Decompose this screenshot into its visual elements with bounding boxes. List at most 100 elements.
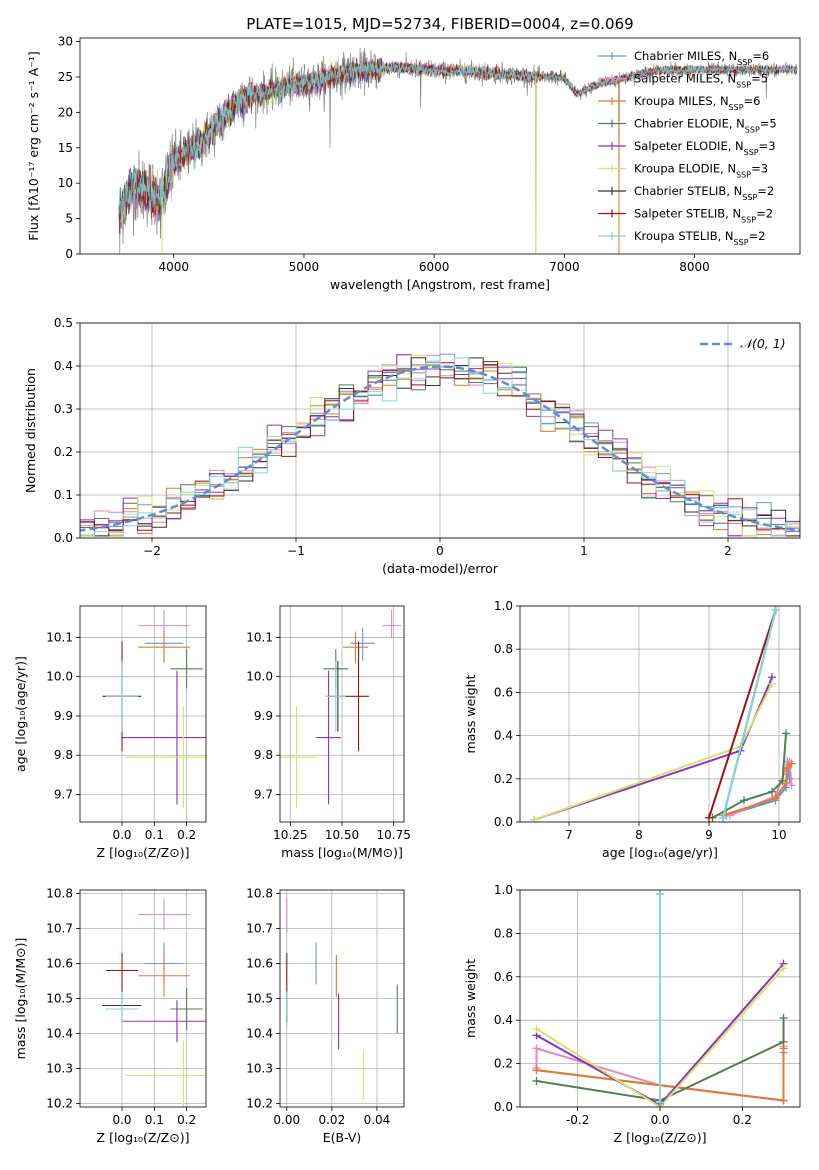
mass-weight-z-line bbox=[535, 967, 785, 1107]
x-tick-label: 7000 bbox=[549, 260, 580, 274]
x-axis-label: Z [log₁₀(Z/Z⊙)] bbox=[97, 1130, 190, 1145]
y-tick-label: 10.7 bbox=[246, 922, 273, 936]
y-tick-label: 10.1 bbox=[246, 630, 273, 644]
y-axis-label: age [log₁₀(age/yr)] bbox=[13, 656, 28, 772]
x-axis-label: mass [log₁₀(M/M⊙)] bbox=[281, 845, 403, 860]
y-tick-label: 0 bbox=[65, 247, 73, 261]
legend-value: =2 bbox=[756, 207, 773, 221]
y-axis-label: Normed distribution bbox=[23, 368, 38, 493]
x-tick-label: 6000 bbox=[419, 260, 450, 274]
axes-frame bbox=[79, 889, 207, 1108]
x-tick-label: 0.02 bbox=[318, 1113, 345, 1127]
mass-weight-age-marker bbox=[787, 759, 796, 768]
axes-frame bbox=[519, 889, 801, 1108]
legend-value: =6 bbox=[752, 49, 769, 63]
figure-title: PLATE=1015, MJD=52734, FIBERID=0004, z=0… bbox=[246, 15, 633, 33]
mass-weight-z-marker bbox=[779, 964, 788, 973]
plot-area-spectrum bbox=[118, 47, 798, 254]
legend-value: =6 bbox=[744, 94, 761, 108]
plot-area-age-vs-mass bbox=[280, 609, 401, 809]
y-tick-label: 0.4 bbox=[54, 359, 73, 373]
y-axis-label: mass weight bbox=[463, 959, 478, 1038]
legend-value: =5 bbox=[760, 117, 777, 131]
axes-mass-weight-vs-metallicity: -0.2 0.0 0.2 0.0 0.2 0.4 0.6 0.8 1.0 Z [log₁₀(Z/Z… bbox=[463, 883, 801, 1145]
mass-weight-z-marker bbox=[532, 1066, 541, 1075]
y-tick-label: 0.3 bbox=[54, 402, 73, 416]
legend-label: Chabrier MILES, NSSP=6 bbox=[634, 49, 769, 67]
mass-weight-age-marker bbox=[530, 815, 538, 822]
x-tick-label: -0.2 bbox=[566, 1113, 589, 1127]
legend-label: Kroupa STELIB, NSSP=2 bbox=[634, 229, 765, 247]
legend-value: =3 bbox=[751, 162, 768, 176]
y-tick-label: 0.2 bbox=[494, 1057, 513, 1071]
legend-label: Salpeter STELIB, NSSP=2 bbox=[634, 207, 773, 225]
y-tick-label: 9.9 bbox=[254, 709, 273, 723]
mass-weight-age-marker bbox=[719, 813, 727, 822]
legend-value: =3 bbox=[759, 139, 776, 153]
y-axis-label: mass weight bbox=[463, 674, 478, 753]
x-tick-label: 0.1 bbox=[145, 828, 164, 842]
y-tick-label: 0.0 bbox=[494, 1100, 513, 1114]
mass-weight-age-marker bbox=[778, 776, 787, 785]
y-tick-label: 9.8 bbox=[254, 748, 273, 762]
y-tick-label: 10.6 bbox=[46, 957, 73, 971]
legend-label: Salpeter ELODIE, NSSP=3 bbox=[634, 139, 776, 157]
x-tick-label: 10 bbox=[771, 828, 786, 842]
normal-reference-curve bbox=[80, 365, 800, 532]
x-axis-label: age [log₁₀(age/yr)] bbox=[602, 845, 718, 860]
axes-residual-histogram: −2 −1 0 1 2 0.0 0.1 0.2 0.3 0.4 0.5 (data-model)/er… bbox=[23, 316, 801, 576]
y-tick-label: 0.5 bbox=[54, 316, 73, 330]
y-tick-label: 1.0 bbox=[494, 883, 513, 897]
y-tick-label: 0.2 bbox=[494, 772, 513, 786]
legend-label: Kroupa ELODIE, NSSP=3 bbox=[634, 162, 768, 180]
y-tick-label: 10.5 bbox=[246, 992, 273, 1006]
x-tick-label: 0.2 bbox=[733, 1113, 752, 1127]
mass-weight-age-marker bbox=[705, 813, 713, 822]
spectrum-legend: Chabrier MILES, NSSP=6 Salpeter MILES, NS… bbox=[598, 49, 777, 247]
legend-label: 𝒩(0, 1) bbox=[740, 336, 786, 351]
y-tick-label: 10.3 bbox=[246, 1062, 273, 1076]
mass-weight-z-marker bbox=[779, 1037, 788, 1046]
legend-label: Chabrier ELODIE, NSSP=5 bbox=[634, 117, 777, 135]
legend-subscript: SSP bbox=[744, 148, 759, 157]
x-axis-label: Z [log₁₀(Z/Z⊙)] bbox=[614, 1130, 707, 1145]
y-axis-label: mass [log₁₀(M/M⊙)] bbox=[13, 938, 28, 1060]
axes-frame bbox=[79, 37, 801, 255]
y-tick-label: 10.0 bbox=[246, 670, 273, 684]
legend-subscript: SSP bbox=[741, 215, 756, 224]
plot-area-mass-weight-vs-age bbox=[530, 606, 796, 822]
x-tick-label: 2 bbox=[724, 544, 732, 558]
y-tick-label: 10.5 bbox=[46, 992, 73, 1006]
y-tick-label: 30 bbox=[58, 35, 73, 49]
y-tick-label: 10 bbox=[58, 176, 73, 190]
x-tick-label: 0.04 bbox=[364, 1113, 391, 1127]
y-axis-label: Flux [fλ10⁻¹⁷ erg cm⁻² s⁻¹ A⁻¹] bbox=[26, 51, 41, 240]
y-tick-label: 0.1 bbox=[54, 488, 73, 502]
y-tick-label: 0.0 bbox=[54, 531, 73, 545]
axes-mass-weight-vs-age: 7 8 9 10 0.0 0.2 0.4 0.6 0.8 1.0 age [log₁₀(age/yr… bbox=[463, 599, 801, 860]
x-tick-label: 0.2 bbox=[177, 1113, 196, 1127]
y-tick-label: 10.7 bbox=[46, 922, 73, 936]
mass-weight-age-line bbox=[722, 610, 777, 818]
y-tick-label: 10.2 bbox=[246, 1097, 273, 1111]
mass-weight-z-line bbox=[536, 1048, 785, 1102]
y-tick-label: 1.0 bbox=[494, 599, 513, 613]
histogram-legend: 𝒩(0, 1) bbox=[700, 336, 786, 351]
legend-value: =5 bbox=[751, 72, 768, 86]
x-tick-label: 0.00 bbox=[273, 1113, 300, 1127]
y-tick-label: 0.2 bbox=[54, 445, 73, 459]
spectrum-model-line bbox=[118, 56, 798, 221]
y-tick-label: 10.6 bbox=[246, 957, 273, 971]
mass-weight-age-marker bbox=[771, 794, 780, 803]
mass-weight-age-marker bbox=[783, 764, 792, 772]
x-tick-label: 8000 bbox=[679, 260, 710, 274]
x-tick-label: 10.50 bbox=[325, 828, 359, 842]
mass-weight-age-marker bbox=[771, 606, 780, 615]
legend-label: Salpeter MILES, NSSP=5 bbox=[634, 72, 768, 90]
legend-subscript: SSP bbox=[734, 238, 749, 247]
legend-subscript: SSP bbox=[737, 58, 752, 67]
x-axis-label: Z [log₁₀(Z/Z⊙)] bbox=[97, 845, 190, 860]
y-tick-label: 15 bbox=[58, 141, 73, 155]
mass-weight-z-marker bbox=[532, 1076, 541, 1085]
axes-spectrum: 4000 5000 6000 7000 8000 0 5 10 15 20 25 30 waveleng… bbox=[26, 35, 801, 292]
